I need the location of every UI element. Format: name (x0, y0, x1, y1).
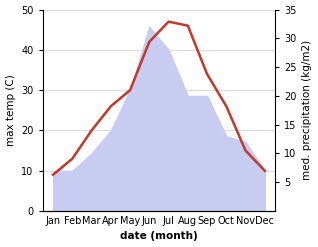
X-axis label: date (month): date (month) (120, 231, 198, 242)
Y-axis label: med. precipitation (kg/m2): med. precipitation (kg/m2) (302, 40, 313, 180)
Y-axis label: max temp (C): max temp (C) (5, 74, 16, 146)
